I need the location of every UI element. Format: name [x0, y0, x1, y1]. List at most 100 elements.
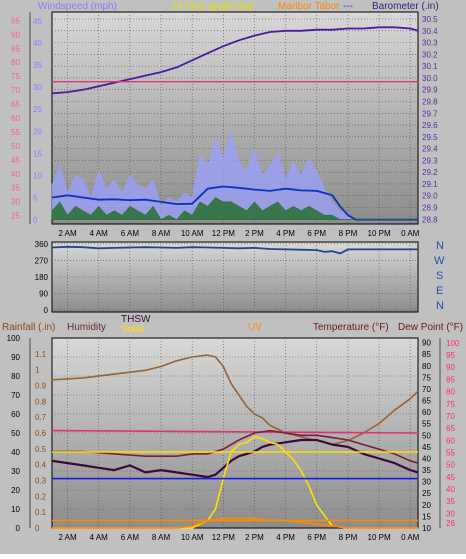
y-tick-label-temperature: 85: [422, 350, 431, 359]
y-tick-label-right: 28.9: [422, 204, 438, 213]
compass-s: S: [436, 270, 443, 282]
x-tick-label: 12 PM: [212, 533, 235, 542]
y-tick-label-dew-point: 85: [446, 375, 455, 384]
y-tick-label-outer: 70: [11, 86, 20, 95]
y-tick-label-inner: 35: [33, 61, 42, 70]
x-tick-label: 8 AM: [152, 533, 171, 542]
y-tick-label-rain: 0.4: [35, 461, 47, 470]
temperature-title: Temperature (°F): [313, 322, 389, 333]
x-tick-label: 10 AM: [181, 229, 204, 238]
y-tick-label-right: 30.4: [422, 27, 438, 36]
y-tick-label-outer: 55: [11, 128, 20, 137]
y-tick-label-right: 30.1: [422, 62, 438, 71]
y-tick-label-humidity: 0: [16, 524, 21, 533]
windspeed-title: Windspeed (mph): [38, 1, 117, 12]
y-tick-label-inner: 25: [33, 105, 42, 114]
y-tick-label-dew-point: 90: [446, 363, 455, 372]
y-tick-label-temperature: 20: [422, 501, 431, 510]
y-tick-label-humidity: 80: [11, 372, 20, 381]
y-tick-label-dew-point: 70: [446, 412, 455, 421]
y-tick-label-outer: 50: [11, 142, 20, 151]
y-tick-label-temperature: 10: [422, 524, 431, 533]
y-tick-label-humidity: 30: [11, 467, 20, 476]
y-tick-label-rain: 1.1: [35, 350, 47, 359]
y-tick-label-humidity: 50: [11, 429, 20, 438]
y-tick-label-inner: 40: [33, 39, 42, 48]
y-tick-label-inner: 45: [33, 17, 42, 26]
y-tick-label-dew-point: 60: [446, 436, 455, 445]
x-tick-label: 0 AM: [401, 229, 420, 238]
y-tick-label-right: 30.0: [422, 74, 438, 83]
compass-n-bottom: N: [436, 300, 444, 312]
y-tick-label-inner: 10: [33, 171, 42, 180]
series-barometer: [51, 26, 419, 95]
y-tick-label-right: 29.5: [422, 133, 438, 142]
y-tick-label-rain: 0.1: [35, 508, 47, 517]
y-tick-label-dew-point: 55: [446, 448, 455, 457]
y-tick-label-dew-point: 75: [446, 400, 455, 409]
y-tick-label-right: 29.0: [422, 192, 438, 201]
y-tick-label-rain: 0.6: [35, 429, 47, 438]
x-tick-label: 4 AM: [90, 229, 109, 238]
y-tick-label-humidity: 60: [11, 410, 20, 419]
series-humidity: [51, 354, 419, 446]
y-tick-label-outer: 30: [11, 198, 20, 207]
y-tick-label-dew-point: 50: [446, 461, 455, 470]
x-tick-label: 10 AM: [181, 533, 204, 542]
x-tick-label: 4 PM: [276, 533, 295, 542]
uv-title: UV: [248, 322, 262, 333]
y-tick-label-rain: 0.3: [35, 477, 47, 486]
y-tick-label-temperature: 70: [422, 385, 431, 394]
dew-point-title: Dew Point (°F): [398, 322, 463, 333]
x-tick-label: 2 PM: [245, 229, 264, 238]
y-tick-label-outer: 90: [11, 30, 20, 39]
y-tick-label-dew-point: 35: [446, 497, 455, 506]
x-tick-label: 6 AM: [121, 229, 140, 238]
y-tick-label-temperature: 65: [422, 397, 431, 406]
y-tick-label-dew-point: 65: [446, 424, 455, 433]
x-tick-label: 4 PM: [276, 229, 295, 238]
y-tick-label-humidity: 100: [7, 334, 21, 343]
y-tick-label-dew-point: 30: [446, 509, 455, 518]
y-tick-label-outer: 80: [11, 58, 20, 67]
y-tick-label-outer: 65: [11, 100, 20, 109]
series-thsw: [51, 438, 419, 479]
rainfall-title: Rainfall (.in): [2, 322, 55, 333]
y-tick-label-dew-point: 40: [446, 485, 455, 494]
y-tick-label-rain: 1: [35, 366, 40, 375]
humidity-title: Humidity: [67, 322, 106, 333]
y-tick-label-right: 29.1: [422, 180, 438, 189]
y-tick-label-right: 29.2: [422, 168, 438, 177]
compass-w: W: [434, 255, 445, 267]
x-tick-label: 0 AM: [401, 533, 420, 542]
x-tick-label: 10 PM: [368, 229, 391, 238]
y-tick-label-rain: 0.7: [35, 413, 47, 422]
y-tick-label-dew-point: 80: [446, 388, 455, 397]
y-tick-label-dew-point: 100: [446, 339, 460, 348]
y-tick-label-right: 28.8: [422, 215, 438, 224]
y-tick-label-humidity: 10: [11, 505, 20, 514]
y-tick-label-outer: 60: [11, 114, 20, 123]
y-tick-label-outer: 35: [11, 184, 20, 193]
dashes-title: ---: [343, 1, 353, 12]
y-tick-label-right: 29.4: [422, 145, 438, 154]
x-tick-label: 8 PM: [339, 229, 358, 238]
y-tick-label-right: 29.7: [422, 109, 438, 118]
y-tick-label-humidity: 90: [11, 353, 20, 362]
y-tick-label-right: 29.3: [422, 156, 438, 165]
y-tick-label-direction: 0: [44, 306, 49, 315]
y-tick-label-outer: 75: [11, 72, 20, 81]
y-tick-label-outer: 25: [11, 212, 20, 221]
y-tick-label-inner: 0: [33, 216, 38, 225]
y-tick-label-dew-point: 45: [446, 473, 455, 482]
y-tick-label-right: 30.5: [422, 15, 438, 24]
thsw-title: THSW: [121, 314, 151, 325]
y-tick-label-right: 29.8: [422, 98, 438, 107]
series-dew_point: [51, 429, 419, 434]
y-tick-label-inner: 5: [33, 194, 38, 203]
x-tick-label: 8 AM: [152, 229, 171, 238]
barometer-title: Barometer (.in): [372, 1, 439, 12]
y-tick-label-temperature: 55: [422, 420, 431, 429]
